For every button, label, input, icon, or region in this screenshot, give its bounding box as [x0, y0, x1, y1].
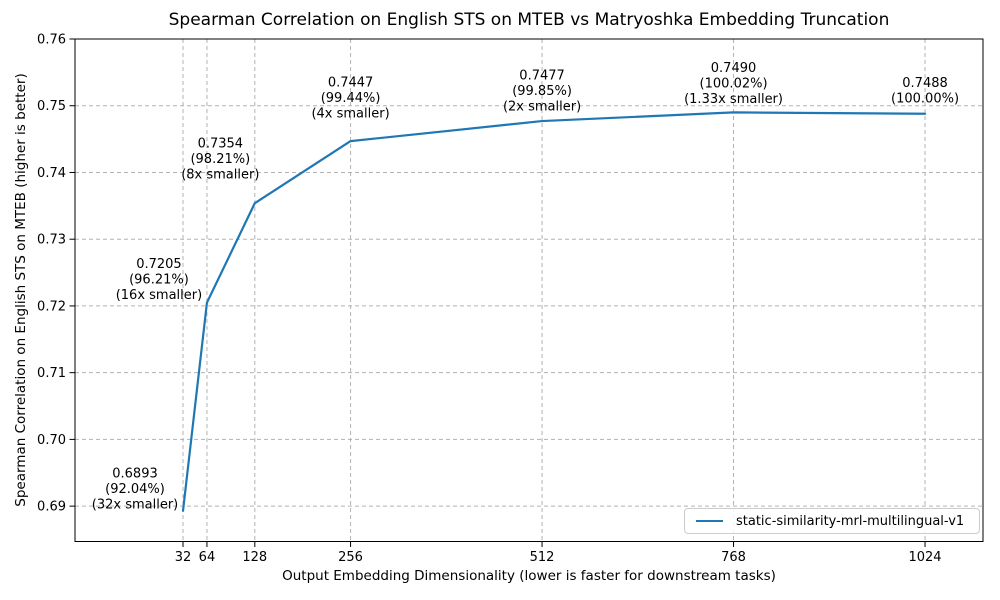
series-line [181, 111, 927, 512]
chart-title: Spearman Correlation on English STS on M… [168, 10, 890, 30]
point-annotation: 0.7447 (99.44%) (4x smaller) [311, 76, 389, 122]
x-tick-label: 768 [721, 550, 746, 565]
y-tick-label: 0.72 [37, 299, 66, 314]
x-tick-label: 64 [199, 550, 216, 565]
x-tick-label: 256 [338, 550, 363, 565]
y-tick-label: 0.75 [37, 99, 66, 114]
point-annotation: 0.7490 (100.02%) (1.33x smaller) [684, 61, 783, 107]
legend: static-similarity-mrl-multilingual-v1 [684, 508, 980, 534]
y-tick-label: 0.71 [37, 366, 66, 381]
x-tick-label: 32 [175, 550, 192, 565]
x-tick-label: 512 [530, 550, 555, 565]
point-annotation: 0.7488 (100.00%) [891, 76, 959, 107]
legend-series-label: static-similarity-mrl-multilingual-v1 [736, 513, 965, 529]
legend-line-swatch [696, 519, 723, 523]
x-tick-label: 1024 [908, 550, 941, 565]
x-axis-label: Output Embedding Dimensionality (lower i… [282, 568, 776, 584]
point-annotation: 0.7354 (98.21%) (8x smaller) [181, 137, 259, 183]
y-tick-label: 0.69 [37, 500, 66, 515]
plot-border [74, 38, 984, 542]
point-annotation: 0.7477 (99.85%) (2x smaller) [503, 69, 581, 115]
y-tick-label: 0.73 [37, 233, 66, 248]
y-tick-label: 0.74 [37, 166, 66, 181]
x-tick-label: 128 [242, 550, 267, 565]
point-annotation: 0.7205 (96.21%) (16x smaller) [116, 257, 202, 303]
y-tick-label: 0.76 [37, 33, 66, 48]
point-annotation: 0.6893 (92.04%) (32x smaller) [92, 466, 178, 512]
y-tick-label: 0.70 [37, 433, 66, 448]
y-axis-label: Spearman Correlation on English STS on M… [13, 73, 29, 507]
